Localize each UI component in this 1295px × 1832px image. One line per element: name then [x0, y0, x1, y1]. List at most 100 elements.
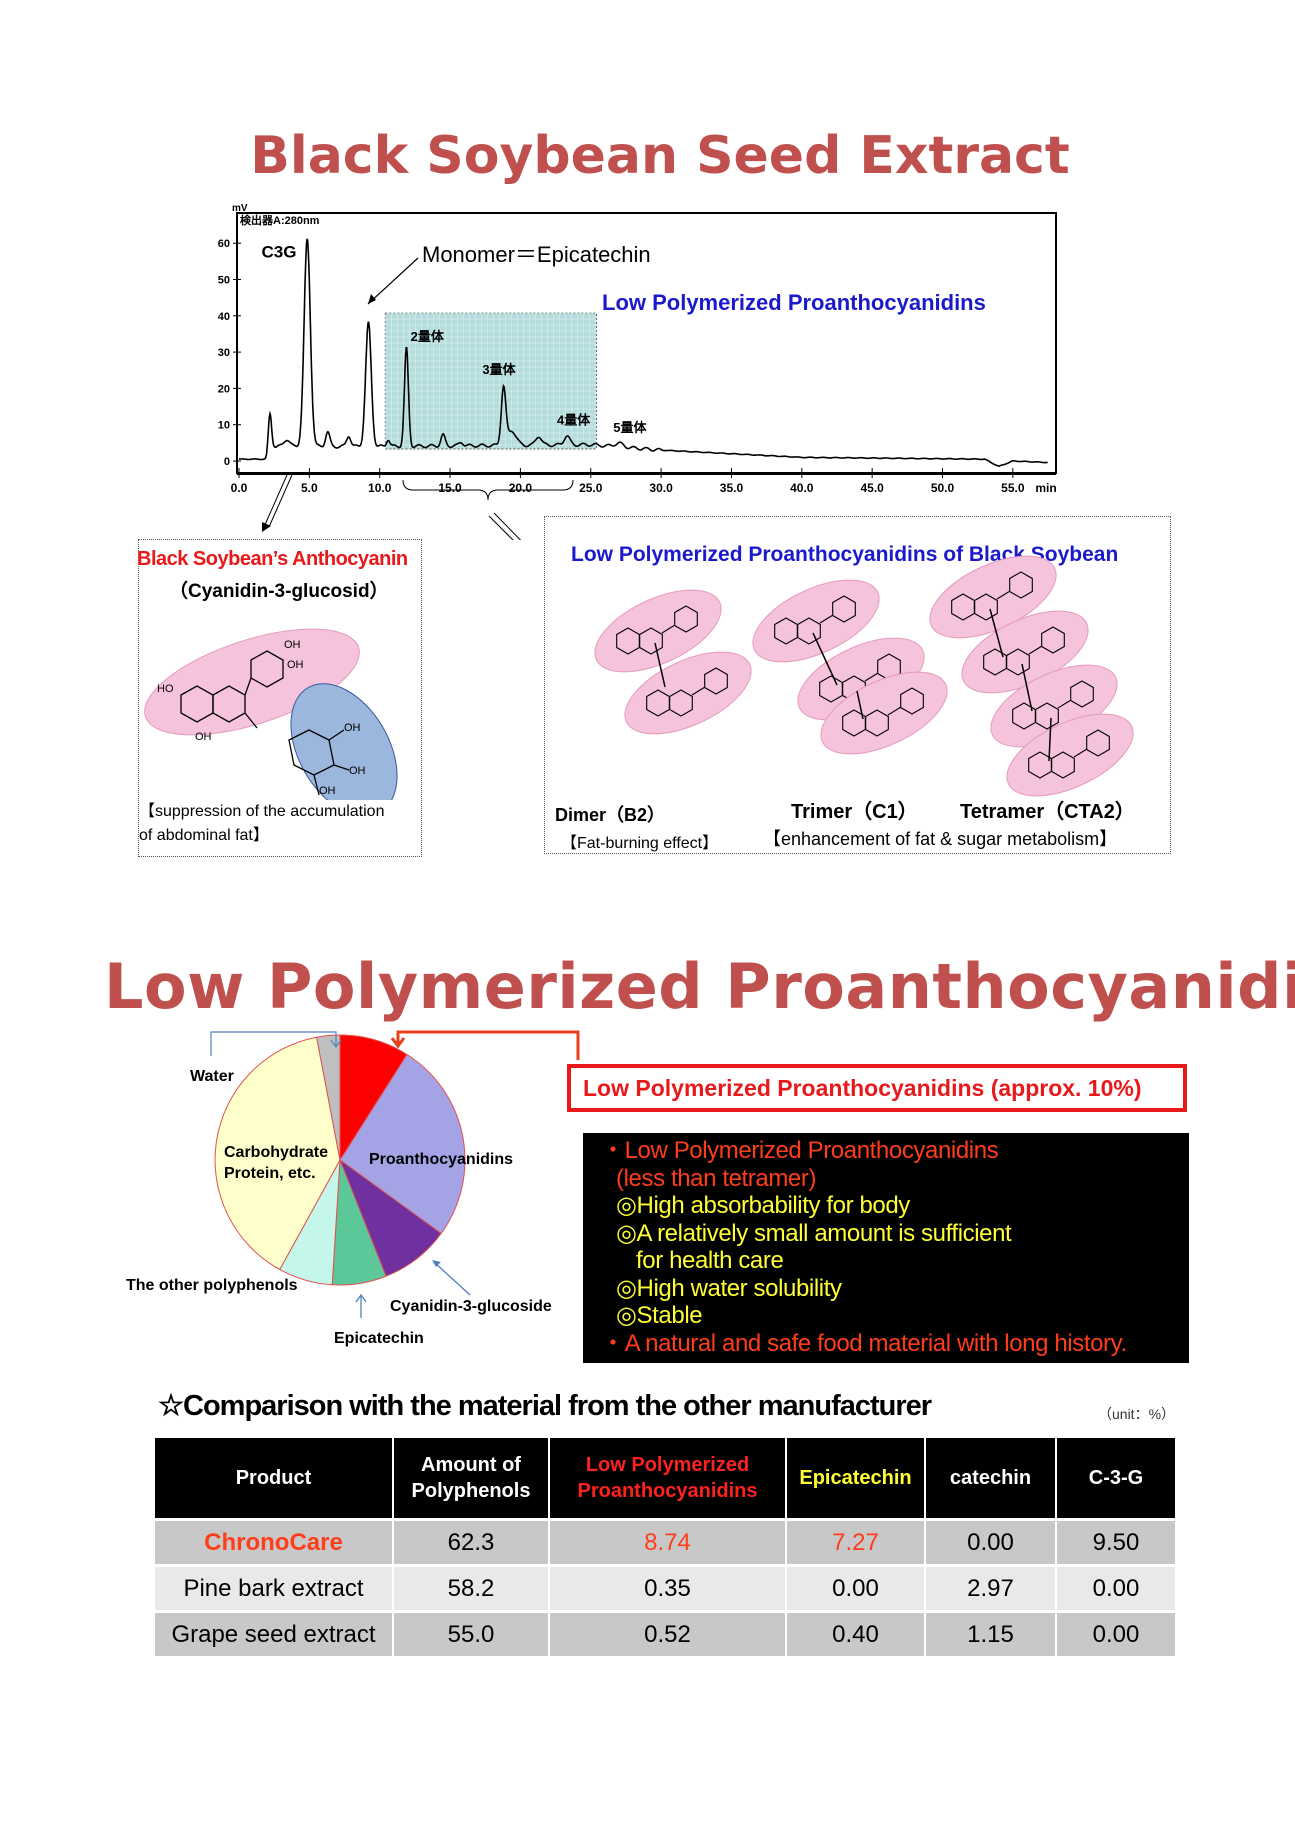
interflavan-bond	[1048, 717, 1052, 762]
table-cell: 0.00	[924, 1518, 1056, 1566]
table-cell: 0.52	[548, 1610, 786, 1656]
table-cell: 0.35	[548, 1564, 786, 1612]
flavanol-unit-ellipse	[594, 589, 722, 673]
table-cell: Grape seed extract	[155, 1610, 393, 1656]
pie-slice	[214, 1036, 341, 1271]
table-cell: 0.40	[785, 1610, 925, 1656]
header-product: Product	[155, 1438, 393, 1520]
bond	[691, 686, 706, 696]
bond	[864, 672, 879, 682]
oh-label: OH	[319, 785, 336, 797]
pie-slice	[339, 1053, 466, 1235]
feature-line: ◎High absorbability for body	[616, 1192, 910, 1219]
table-cell: 2.97	[924, 1564, 1056, 1612]
x-tick-label: 35.0	[720, 481, 744, 495]
peak-label: 3量体	[482, 362, 516, 377]
highlight-region	[384, 312, 597, 450]
c3g-arrow	[433, 1261, 471, 1296]
x-tick-label: 40.0	[790, 481, 814, 495]
table-cell: 0.00	[1055, 1610, 1175, 1656]
pie-slice	[316, 1034, 341, 1161]
flavanol-unit-structure	[1012, 680, 1094, 730]
pie-label-proanthocyanidins: Proanthocyanidins	[369, 1151, 514, 1168]
header-polyphenols: Amount of Polyphenols	[392, 1438, 549, 1520]
bond	[1073, 748, 1088, 758]
x-tick-label: 15.0	[438, 481, 462, 495]
table-cell: 1.15	[924, 1610, 1056, 1656]
trimer-tetramer-effect: 【enhancement of fat & sugar metabolism】	[763, 829, 1118, 849]
feature-line: ・Low Polymerized Proanthocyanidins	[601, 1137, 999, 1164]
peak-label: C3G	[262, 243, 297, 262]
oh-label: OH	[287, 659, 304, 671]
arrowhead-icon	[262, 522, 271, 532]
dimer-effect: 【Fat-burning effect】	[561, 835, 719, 852]
pie-label-epicatechin: Epicatechin	[334, 1330, 424, 1347]
x-tick-label: 45.0	[860, 481, 884, 495]
interflavan-bond	[1021, 663, 1033, 712]
interflavan-bond	[654, 642, 666, 688]
ring	[1009, 571, 1033, 599]
y-tick-label: 30	[218, 347, 230, 359]
ring	[1086, 729, 1110, 757]
monomer-arrow	[367, 257, 419, 305]
lpp-bracket	[396, 1030, 580, 1060]
page-title: Black Soybean Seed Extract	[250, 126, 1070, 186]
y-tick-label: 60	[218, 238, 230, 250]
glucose-ellipse	[290, 683, 398, 800]
ring	[1041, 626, 1065, 654]
table-row: ChronoCare 62.3 8.74 7.27 0.00 9.50	[155, 1518, 1175, 1566]
header-c3g: C-3-G	[1055, 1438, 1175, 1520]
flavanol-unit-structure	[951, 571, 1033, 621]
pie-label-protein: Protein, etc.	[224, 1165, 316, 1182]
oh-label: OH	[349, 765, 366, 777]
x-tick-label: 25.0	[579, 481, 603, 495]
chromatogram-chart: 0.0 5.0 10.0 15.0 20.0 25.0 30.0 35.0 40.0 45.0 50…	[218, 203, 1057, 540]
arrow-to-anthocyanin	[263, 474, 293, 528]
ring	[639, 627, 663, 655]
table-cell: 8.74	[548, 1518, 786, 1566]
bond	[996, 590, 1011, 600]
dimer-label: Dimer（B2）	[555, 805, 666, 825]
cyanidin-structure	[180, 650, 350, 796]
comparison-table: Product Amount of Polyphenols Low Polyme…	[155, 1438, 1175, 1656]
table-row: Pine bark extract 58.2 0.35 0.00 2.97 0.00	[155, 1564, 1175, 1612]
x-tick-label: 0.0	[231, 481, 248, 495]
table-row: Grape seed extract 55.0 0.52 0.40 1.15 0.00	[155, 1610, 1175, 1656]
table-header-row: Product Amount of Polyphenols Low Polyme…	[155, 1438, 1175, 1520]
ring	[832, 595, 856, 623]
feature-line: ◎High water solubility	[616, 1274, 842, 1302]
flavanol-unit-structure	[1028, 729, 1110, 779]
ring	[1006, 648, 1030, 676]
flavanol-unit-structure	[842, 687, 924, 737]
feature-line: ・A natural and safe food material with l…	[601, 1329, 1127, 1357]
feature-line: (less than tetramer)	[616, 1164, 817, 1192]
ring	[974, 593, 998, 621]
arrowhead-icon	[355, 1293, 367, 1303]
anthocyanin-effect-line1: 【suppression of the accumulation	[139, 803, 385, 820]
ring	[797, 617, 821, 645]
range-brace	[402, 479, 574, 501]
bond	[887, 706, 902, 716]
ring	[1051, 751, 1075, 779]
header-catechin: catechin	[924, 1438, 1056, 1520]
lpp-annotation: Low Polymerized Proanthocyanidins	[602, 290, 986, 315]
pie-label-carbohydrate: Carbohydrate	[224, 1144, 329, 1161]
flavanol-unit-structure	[983, 626, 1065, 676]
ring	[674, 605, 698, 633]
interflavan-bond	[989, 608, 1004, 658]
flavanol-unit-structure	[616, 605, 698, 655]
y-tick-label: 40	[218, 311, 230, 323]
aglycone-ellipse	[144, 628, 360, 736]
arrowhead-icon	[432, 1260, 441, 1267]
table-cell: 58.2	[392, 1564, 549, 1612]
ring	[1070, 680, 1094, 708]
bond	[1028, 645, 1043, 655]
feature-line: for health care	[636, 1247, 784, 1274]
oh-label: HO	[157, 683, 174, 695]
table-cell: ChronoCare	[155, 1518, 393, 1566]
ring	[900, 687, 924, 715]
pie-label-water: Water	[190, 1068, 234, 1085]
flavanol-unit-structure	[819, 653, 901, 703]
x-tick-label: 5.0	[301, 481, 318, 495]
oligomer-molecules	[594, 555, 1134, 797]
